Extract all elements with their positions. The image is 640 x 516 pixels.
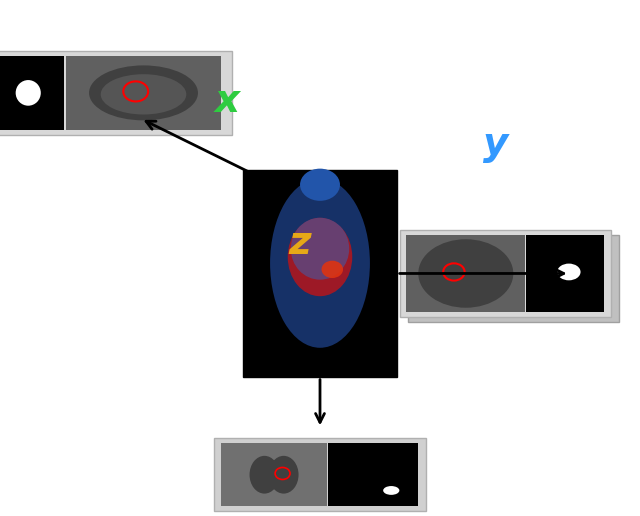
Ellipse shape [288, 218, 352, 296]
Circle shape [321, 261, 343, 278]
Ellipse shape [15, 80, 41, 106]
FancyBboxPatch shape [408, 235, 619, 322]
Ellipse shape [557, 264, 580, 280]
Bar [328, 443, 419, 506]
Bar [243, 170, 397, 377]
FancyBboxPatch shape [214, 438, 426, 511]
Bar [0, 56, 64, 130]
Text: x: x [214, 82, 240, 120]
Ellipse shape [270, 179, 370, 348]
Ellipse shape [250, 456, 279, 494]
FancyBboxPatch shape [400, 230, 611, 317]
Ellipse shape [291, 218, 349, 280]
Circle shape [300, 169, 340, 201]
Bar [221, 443, 327, 506]
Ellipse shape [100, 74, 186, 115]
Text: z: z [288, 223, 311, 262]
Ellipse shape [419, 239, 513, 308]
Bar [406, 235, 525, 312]
Bar [66, 56, 221, 130]
Ellipse shape [89, 66, 198, 120]
FancyBboxPatch shape [0, 51, 232, 135]
Text: y: y [483, 125, 509, 164]
Ellipse shape [269, 456, 298, 494]
Bar [526, 235, 604, 312]
Ellipse shape [383, 486, 399, 495]
